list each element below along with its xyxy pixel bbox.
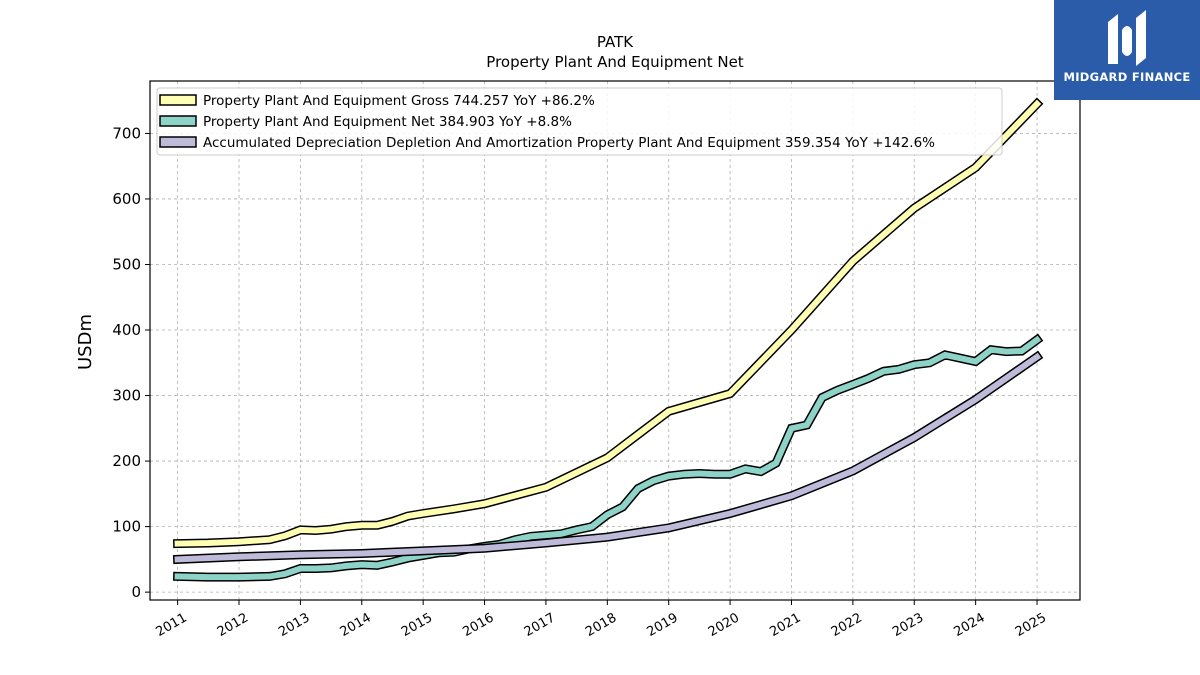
x-tick-label: 2025 xyxy=(1013,610,1049,640)
y-tick-label: 300 xyxy=(112,387,141,405)
x-tick-label: 2019 xyxy=(645,610,681,640)
x-tick-label: 2013 xyxy=(276,610,312,640)
x-tick-label: 2014 xyxy=(338,610,374,640)
x-tick-label: 2011 xyxy=(153,610,189,640)
y-tick-label: 0 xyxy=(131,583,141,601)
y-axis-ticks: 0 100 200 300 400 500 600 700 xyxy=(112,124,150,601)
series-lines xyxy=(172,97,1044,582)
x-tick-label: 2022 xyxy=(829,610,865,640)
legend-entry-2: Accumulated Depreciation Depletion And A… xyxy=(203,135,935,151)
series-line-2 xyxy=(174,352,1042,563)
logo-mark-icon xyxy=(1108,10,1146,66)
y-tick-label: 200 xyxy=(112,452,141,470)
y-axis-label: USDm xyxy=(75,314,96,370)
legend: Property Plant And Equipment Gross 744.2… xyxy=(156,87,1003,156)
x-tick-label: 2023 xyxy=(890,610,926,640)
y-tick-label: 600 xyxy=(112,190,141,208)
legend-swatch-2 xyxy=(159,136,197,148)
series-line-0 xyxy=(174,99,1042,547)
y-tick-label: 500 xyxy=(112,255,141,273)
x-tick-label: 2015 xyxy=(399,610,435,640)
legend-entry-1: Property Plant And Equipment Net 384.903… xyxy=(203,114,572,130)
x-tick-label: 2016 xyxy=(460,610,496,640)
series-line-1 xyxy=(174,335,1042,581)
chart-title: PATK xyxy=(597,33,634,51)
y-tick-label: 400 xyxy=(112,321,141,339)
y-tick-label: 100 xyxy=(112,518,141,536)
x-tick-label: 2012 xyxy=(215,610,251,640)
legend-swatch-0 xyxy=(159,94,197,106)
x-tick-label: 2024 xyxy=(951,610,987,640)
legend-entry-0: Property Plant And Equipment Gross 744.2… xyxy=(203,93,595,109)
legend-box xyxy=(156,87,1003,156)
x-tick-label: 2017 xyxy=(522,610,558,640)
chart-subtitle: Property Plant And Equipment Net xyxy=(486,53,743,71)
y-tick-label: 700 xyxy=(112,124,141,142)
plot-area-frame xyxy=(149,80,1081,601)
brand-logo: MIDGARD FINANCE xyxy=(1054,0,1200,100)
x-tick-label: 2018 xyxy=(583,610,619,640)
legend-swatch-1 xyxy=(159,115,197,127)
x-tick-label: 2020 xyxy=(706,610,742,640)
grid-lines xyxy=(150,81,1080,600)
x-axis-ticks: 2011 2012 2013 2014 2015 2016 2017 2018 2019 2020… xyxy=(153,600,1049,640)
logo-text: MIDGARD FINANCE xyxy=(1063,70,1191,84)
x-tick-label: 2021 xyxy=(767,610,803,640)
